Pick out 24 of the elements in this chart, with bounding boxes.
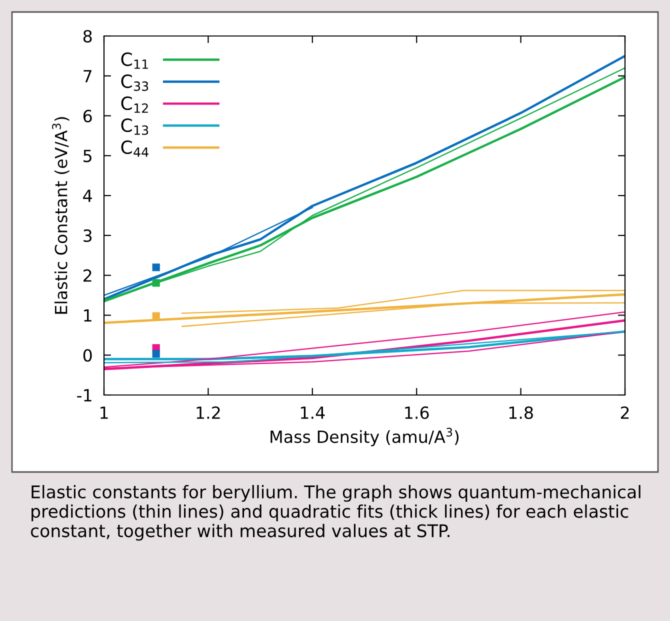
text: Elastic constants for beryllium. The graph shows quantum-mechanical predictions (thin lines) and quadratic fits (thick lines) for each elastic constant, together with measured values at STP. (30, 485, 640, 541)
x-tick-label: 1.6 (405, 406, 429, 420)
y-tick-label: 0 (83, 349, 92, 362)
y-axis-title: Elastic Constant (eV/A$^{3}$) (52, 117, 70, 314)
x-tick-label: 1.2 (196, 406, 220, 419)
y-tick-label: -1 (77, 389, 92, 402)
y-tick-label: 4 (83, 190, 92, 202)
legend-label: C$_{44}$ (121, 140, 148, 157)
x-tick-label: 1.8 (509, 406, 533, 420)
legend-label: C$_{13}$ (121, 118, 148, 135)
x-tick-label: 1 (100, 406, 108, 419)
legend-label: C$_{12}$ (121, 96, 148, 113)
y-tick-label: 5 (84, 150, 92, 162)
y-tick-label: 8 (83, 30, 92, 43)
y-tick-label: 6 (83, 110, 92, 122)
y-tick-label: 2 (84, 269, 92, 282)
y-tick-label: 7 (84, 70, 92, 82)
legend-label: C$_{33}$ (121, 74, 148, 91)
x-axis-title: Mass Density (amu/A$^{3}$) (270, 428, 459, 446)
x-tick-label: 1.4 (300, 406, 325, 419)
y-tick-label: 3 (84, 229, 92, 242)
legend-label: C$_{11}$ (121, 52, 148, 69)
x-tick-label: 2 (620, 406, 629, 419)
y-tick-label: 1 (84, 309, 92, 322)
